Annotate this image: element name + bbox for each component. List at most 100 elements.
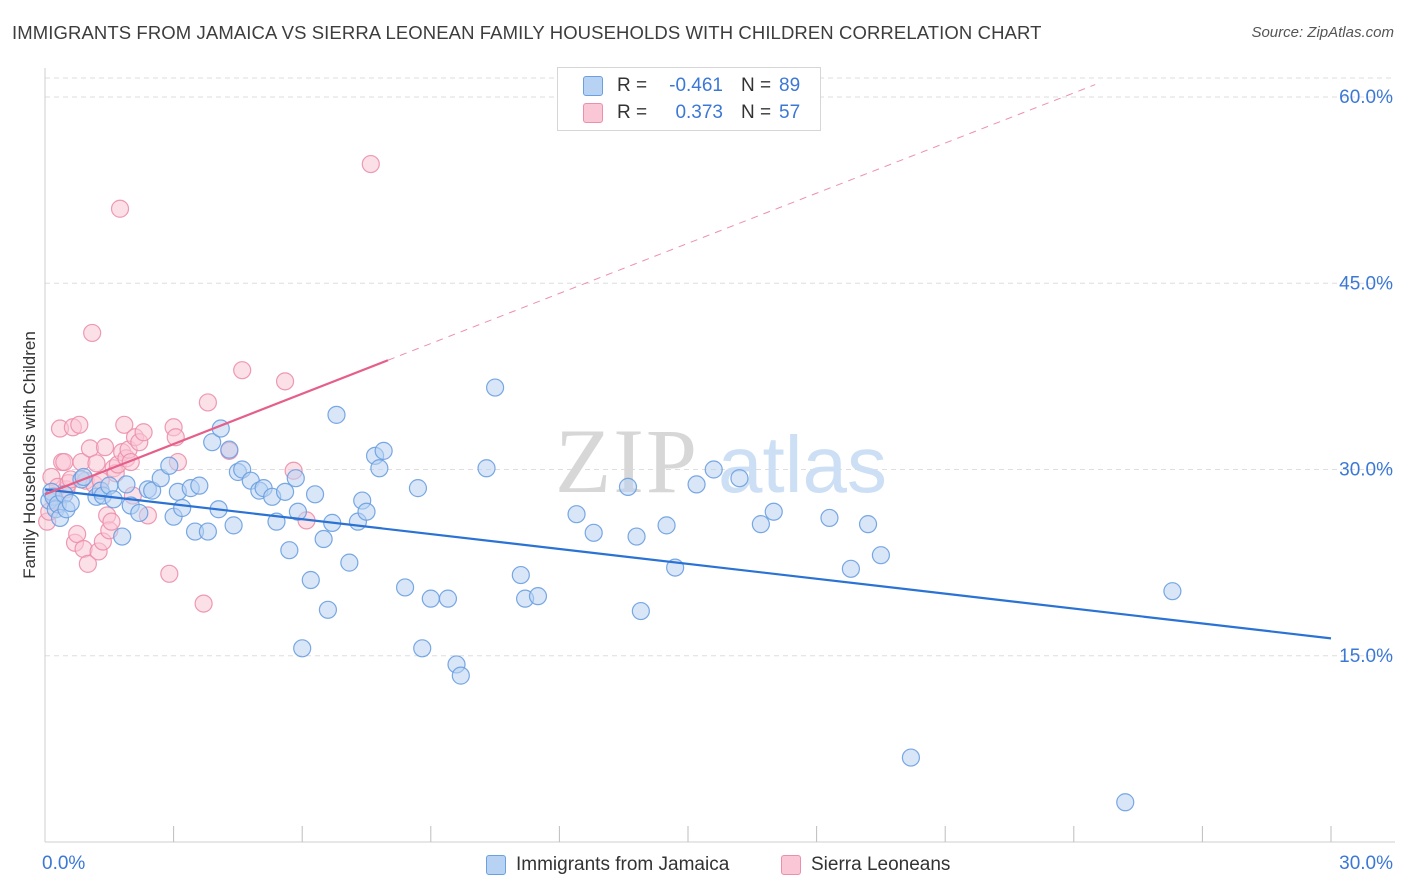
jamaica-trend-line [44, 488, 1332, 640]
legend-row-jamaica: R = -0.461 N = 89 [583, 73, 800, 99]
sierra-leoneans-points [38, 154, 380, 613]
jamaica-point [314, 529, 333, 549]
sierra-leoneans-point [194, 594, 213, 613]
jamaica-point [730, 469, 749, 488]
source-label: Source: ZipAtlas.com [1251, 24, 1394, 41]
axes: 15.0% 30.0% 45.0% 60.0% 0.0% 30.0% [42, 68, 1395, 874]
sierra-leoneans-point [134, 423, 153, 442]
jamaica-point [438, 589, 458, 608]
bottom-legend-label: Sierra Leoneans [811, 854, 951, 875]
sierra-leoneans-point [361, 154, 380, 174]
sierra-leoneans-point [102, 512, 121, 531]
sierra-leoneans-point [83, 323, 102, 343]
jamaica-point [301, 570, 320, 590]
sierra-leoneans-point [115, 415, 134, 434]
jamaica-point [104, 490, 123, 509]
jamaica-point [280, 541, 299, 560]
sierra-leoneans-trend-extension [387, 84, 1096, 361]
sierra-leoneans-point [275, 372, 295, 391]
bottom-legend-swatch-blue [486, 855, 506, 875]
jamaica-point [318, 600, 338, 619]
jamaica-point [408, 479, 428, 498]
bottom-legend-label: Immigrants from Jamaica [516, 854, 730, 875]
sierra-leoneans-point [198, 393, 217, 412]
sierra-leoneans-point [78, 554, 97, 573]
jamaica-point [631, 601, 650, 621]
legend-n-label: N = [741, 75, 772, 96]
jamaica-point [858, 515, 878, 534]
jamaica-point [130, 503, 149, 523]
sierra-leoneans-point [55, 452, 74, 472]
watermark-zip: ZIP [555, 410, 699, 512]
legend-row-sierra-leoneans: R = 0.373 N = 57 [583, 100, 800, 126]
jamaica-point [340, 553, 359, 572]
sierra-leoneans-trend-line [44, 359, 389, 496]
jamaica-point [901, 748, 921, 767]
bottom-legend-jamaica: Immigrants from Jamaica [486, 852, 729, 878]
legend-n-value: 57 [779, 102, 801, 123]
jamaica-point [528, 587, 548, 606]
y-axis-label: Family Households with Children [20, 331, 39, 579]
jamaica-point [374, 441, 393, 460]
y-tick-label: 30.0% [1339, 460, 1393, 481]
bottom-legend-sierra-leoneans: Sierra Leoneans [781, 852, 950, 878]
jamaica-point [618, 477, 638, 496]
trend-lines [44, 84, 1332, 640]
jamaica-point [220, 440, 239, 459]
sierra-leoneans-point [87, 454, 106, 473]
sierra-leoneans-point [95, 438, 115, 457]
jamaica-point [327, 405, 346, 424]
jamaica-point [584, 523, 603, 542]
jamaica-point [305, 485, 325, 504]
jamaica-point [413, 639, 432, 658]
x-tick-label: 0.0% [42, 853, 85, 874]
jamaica-point [841, 559, 860, 578]
jamaica-point [357, 502, 376, 521]
sierra-leoneans-point [121, 452, 140, 472]
bottom-legend-swatch-pink [781, 855, 801, 875]
jamaica-point [395, 578, 415, 597]
jamaica-point [190, 476, 209, 495]
legend: R = -0.461 N = 89 R = 0.373 N = 57 [557, 67, 821, 131]
legend-r-label: R = [617, 75, 648, 96]
jamaica-point [764, 502, 783, 521]
jamaica-point [293, 639, 312, 658]
jamaica-point [288, 502, 308, 521]
watermark-atlas: atlas [718, 420, 887, 509]
legend-swatch-blue [583, 76, 603, 96]
jamaica-point [567, 505, 586, 524]
jamaica-point [511, 565, 530, 585]
jamaica-point [61, 493, 80, 513]
jamaica-point [451, 666, 470, 685]
jamaica-point [751, 515, 770, 534]
legend-swatch-pink [583, 103, 603, 123]
y-tick-label: 45.0% [1339, 273, 1393, 294]
y-tick-label: 15.0% [1339, 646, 1393, 667]
legend-n-label: N = [741, 102, 772, 123]
jamaica-point [275, 482, 295, 501]
jamaica-point [151, 469, 170, 488]
jamaica-point [173, 498, 192, 518]
jamaica-point [1163, 582, 1182, 601]
legend-r-label: R = [617, 102, 648, 123]
jamaica-point [160, 456, 179, 475]
jamaica-point [657, 516, 676, 535]
jamaica-point [687, 475, 706, 494]
y-tick-label: 60.0% [1339, 87, 1393, 108]
jamaica-point [871, 546, 891, 565]
jamaica-point [477, 459, 496, 478]
sierra-leoneans-point [160, 564, 179, 583]
legend-r-value: -0.461 [669, 75, 723, 96]
jamaica-point [286, 469, 305, 488]
jamaica-point [486, 378, 505, 397]
jamaica-point [113, 527, 132, 546]
sierra-leoneans-point [233, 361, 252, 380]
sierra-leoneans-point [110, 199, 130, 218]
jamaica-point [627, 527, 646, 546]
jamaica-point [820, 508, 839, 528]
jamaica-point [203, 433, 222, 452]
sierra-leoneans-point [74, 539, 93, 559]
jamaica-point [704, 460, 723, 479]
jamaica-point [198, 522, 217, 541]
